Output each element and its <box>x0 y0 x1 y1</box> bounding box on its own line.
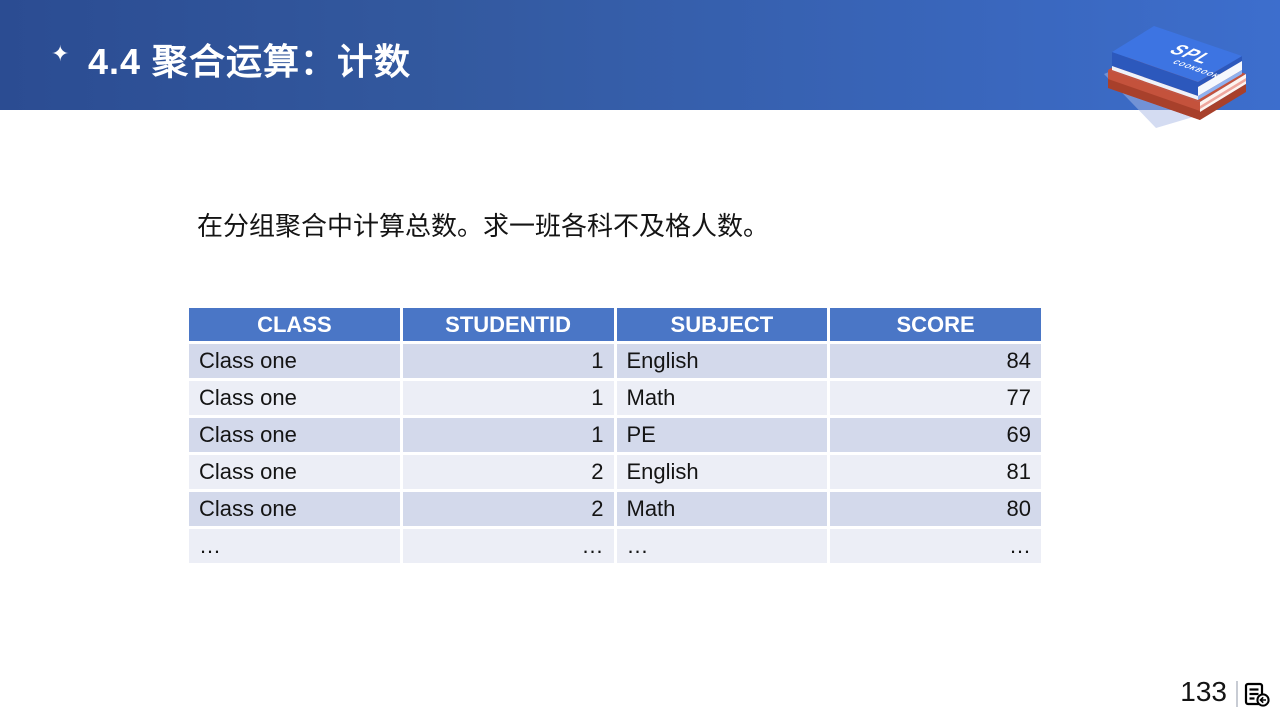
sparkle-icon: ✦ <box>51 41 70 66</box>
table-cell: Class one <box>186 452 403 492</box>
table-cell: PE <box>613 415 831 455</box>
table-cell: 77 <box>827 378 1044 418</box>
table-cell: 81 <box>827 452 1044 492</box>
toc-return-icon[interactable] <box>1244 682 1270 708</box>
table-cell: 1 <box>399 378 617 418</box>
table-cell: 84 <box>827 341 1044 381</box>
data-table-wrap: CLASS STUDENTID SUBJECT SCORE Class one 1 Eng… <box>186 305 1044 566</box>
page-number: 133 <box>1180 676 1227 707</box>
table-cell: 2 <box>399 489 617 529</box>
table-cell: Class one <box>186 378 403 418</box>
table-cell: … <box>613 526 831 566</box>
table-cell: Class one <box>186 489 403 529</box>
table-cell: 2 <box>399 452 617 492</box>
table-body: Class one 1 English 84 Class one 1 Math 77 Class… <box>186 341 1044 566</box>
table-cell: … <box>399 526 617 566</box>
header-band: ✦ 4.4 聚合运算：计数 <box>0 0 1280 110</box>
footer-divider <box>1236 681 1238 707</box>
table-cell: Math <box>613 489 831 529</box>
data-table: CLASS STUDENTID SUBJECT SCORE Class one 1 Eng… <box>186 305 1044 566</box>
table-cell: Math <box>613 378 831 418</box>
table-cell: … <box>186 526 403 566</box>
table-cell: … <box>827 526 1044 566</box>
table-cell: English <box>613 452 831 492</box>
table-row: Class one 2 English 81 <box>186 452 1044 492</box>
slide-title: 4.4 聚合运算：计数 <box>88 41 412 82</box>
table-cell: Class one <box>186 341 403 381</box>
table-row: Class one 1 PE 69 <box>186 415 1044 455</box>
table-cell: 1 <box>399 415 617 455</box>
column-header: SCORE <box>827 305 1044 344</box>
column-header: STUDENTID <box>399 305 617 344</box>
table-cell: 80 <box>827 489 1044 529</box>
table-cell: 1 <box>399 341 617 381</box>
table-header-row: CLASS STUDENTID SUBJECT SCORE <box>186 305 1044 344</box>
table-cell: Class one <box>186 415 403 455</box>
table-row: ………… <box>186 526 1044 566</box>
slide-description: 在分组聚合中计算总数。求一班各科不及格人数。 <box>197 211 770 241</box>
table-row: Class one 1 English 84 <box>186 341 1044 381</box>
column-header: CLASS <box>186 305 403 344</box>
table-row: Class one 1 Math 77 <box>186 378 1044 418</box>
table-cell: 69 <box>827 415 1044 455</box>
spl-cookbook-books-icon: SPL COOKBOOK <box>1104 26 1246 128</box>
table-row: Class one 2 Math 80 <box>186 489 1044 529</box>
column-header: SUBJECT <box>613 305 831 344</box>
table-cell: English <box>613 341 831 381</box>
